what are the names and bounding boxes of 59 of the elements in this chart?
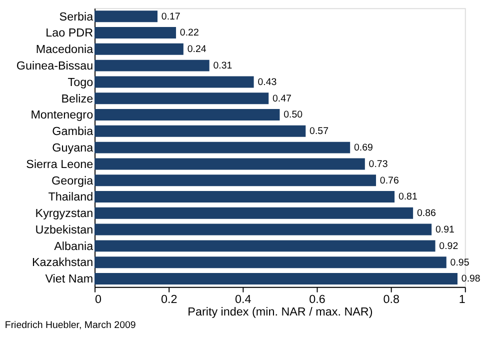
data-label: 0.24 (187, 44, 207, 56)
y-tick-label: Togo (68, 76, 94, 89)
bar (94, 142, 350, 154)
x-tick-label: 0.6 (309, 293, 326, 306)
x-tick-label: 0.4 (235, 293, 252, 306)
bar (94, 43, 184, 55)
bar (94, 76, 254, 88)
text: Friedrich Huebler, March 2009 (4, 320, 136, 331)
x-tick-label: 0.8 (383, 293, 400, 306)
bar (94, 92, 269, 104)
y-tick-label: Lao PDR (46, 26, 94, 40)
data-label: 0.98 (461, 274, 480, 285)
data-label: 0.73 (368, 158, 388, 170)
bar (94, 125, 306, 137)
bar (94, 207, 414, 219)
y-tick-label: Gambia (52, 125, 94, 138)
bar (94, 272, 458, 284)
y-tick-label: Guyana (52, 141, 94, 154)
bar (94, 256, 446, 268)
data-label: 0.47 (272, 93, 292, 104)
bar (94, 109, 280, 120)
y-tick-label: Belize (61, 92, 94, 106)
data-label: 0.76 (380, 175, 399, 186)
bar (94, 240, 436, 252)
y-tick-label: Montenegro (30, 108, 94, 122)
y-tick-label: Albania (54, 240, 94, 253)
x-tick-label: 0 (95, 293, 102, 306)
y-tick-label: Viet Nam (45, 272, 94, 286)
bar (94, 158, 365, 170)
bar (94, 191, 395, 202)
data-label: 0.22 (180, 28, 199, 39)
y-tick-label: Sierra Leone (26, 158, 94, 171)
data-label: 0.31 (213, 60, 232, 72)
data-label: 0.92 (439, 240, 458, 252)
y-tick-label: Kazakhstan (32, 256, 94, 270)
y-tick-label: Guinea-Bissau (16, 59, 94, 72)
data-label: 0.69 (354, 142, 373, 154)
data-label: 0.91 (435, 224, 454, 236)
x-tick-label: 0.2 (160, 293, 178, 306)
bar (94, 174, 376, 186)
y-tick-label: Macedonia (36, 43, 94, 56)
bar (94, 224, 432, 236)
data-label: 0.43 (258, 76, 277, 88)
y-tick-label: Thailand (48, 190, 94, 204)
data-label: 0.57 (310, 126, 329, 138)
data-label: 0.86 (416, 208, 436, 220)
bar (94, 60, 210, 72)
y-tick-label: Kyrgyzstan (35, 207, 94, 220)
bar (94, 27, 176, 39)
x-axis-title: Parity index (min. NAR / max. NAR) (188, 306, 373, 319)
y-tick-label: Uzbekistan (35, 223, 94, 236)
data-label: 0.95 (450, 257, 470, 268)
data-label: 0.17 (161, 11, 180, 22)
data-label: 0.81 (398, 192, 418, 203)
y-tick-label: Georgia (51, 174, 94, 188)
data-label: 0.50 (284, 110, 304, 121)
x-tick-label: 1 (458, 293, 466, 306)
y-tick-label: Serbia (59, 10, 94, 24)
bar (94, 10, 158, 22)
